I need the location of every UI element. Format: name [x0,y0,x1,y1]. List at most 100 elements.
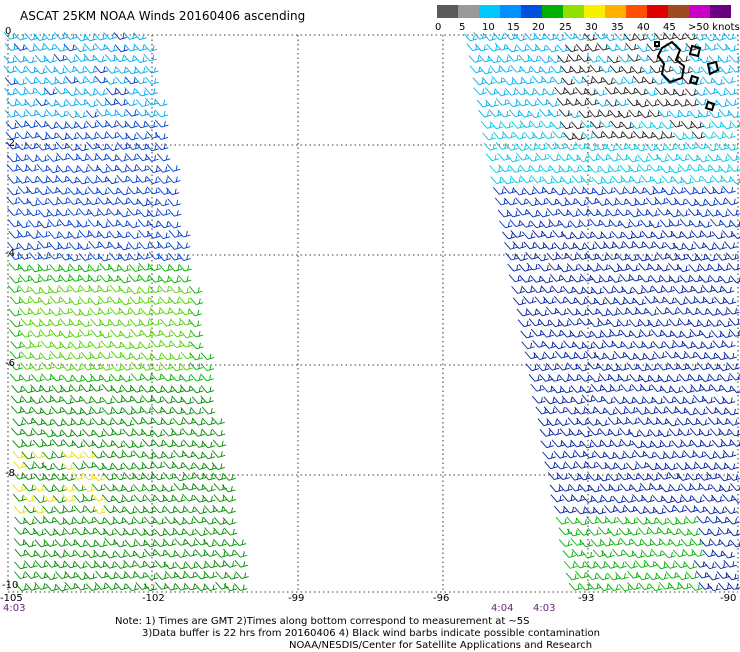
wind-barb [6,154,21,163]
wind-barb [527,54,541,63]
wind-barb [7,176,21,184]
wind-barb [512,241,526,249]
wind-barb [82,516,97,524]
wind-barb [149,307,164,316]
lat-label: -6 [5,358,15,369]
wind-barb [190,373,204,382]
wind-barb [42,451,56,460]
wind-barb [29,319,44,328]
wind-barb [117,275,132,284]
wind-barb [596,418,610,427]
wind-barb [22,483,36,492]
lat-label: -8 [5,468,15,479]
wind-barb [663,340,677,349]
wind-barb [543,87,557,96]
wind-barb [183,549,198,557]
wind-barb [183,570,198,579]
wind-barb [635,99,650,108]
wind-barb [604,143,618,152]
wind-barb [183,528,197,536]
wind-barb [506,99,521,108]
wind-barb [588,165,602,173]
wind-barb [559,428,574,437]
lat-label: -10 [2,580,19,591]
wind-barb [22,494,37,503]
wind-barb [103,32,117,40]
wind-barb [724,462,738,471]
wind-barb [691,495,705,503]
wind-barb [93,560,108,569]
wind-barb [161,451,176,459]
wind-barb [124,98,138,107]
wind-barb [191,417,206,426]
wind-barb [729,176,740,185]
wind-barb [719,219,734,228]
wind-barb [91,417,106,426]
wind-barb [614,462,629,471]
wind-barb [124,86,138,95]
wind-barb [667,527,681,536]
wind-barb [541,131,555,140]
wind-barb [615,571,629,580]
wind-barb [12,450,26,459]
wind-barb [20,439,35,447]
wind-barb [195,561,209,569]
wind-barb [58,306,72,315]
wind-barb [549,165,564,174]
wind-barb [66,175,80,184]
wind-barb [188,319,202,328]
wind-barb [26,154,40,163]
wind-barb [90,406,104,415]
wind-barb [613,560,627,569]
wind-barb [31,450,46,459]
wind-barb [535,152,550,161]
wind-barb [619,537,634,546]
wind-barb [129,318,144,327]
wind-barb [659,538,673,546]
wind-barb [557,208,571,217]
wind-barb [139,363,154,371]
wind-barb [504,32,518,41]
wind-barb [63,65,77,73]
wind-barb [622,240,637,249]
wind-barb [602,241,617,249]
wind-barb [694,141,709,150]
wind-barb [153,528,168,537]
wind-barb [607,417,622,425]
wind-barb [146,165,161,174]
wind-barb [118,253,132,261]
wind-barb [723,351,737,360]
wind-barb [615,252,630,261]
wind-barb [133,550,147,559]
wind-barb [97,207,111,216]
wind-barb [213,538,227,547]
wind-barb [200,395,214,404]
wind-barb [554,461,568,470]
wind-barb [124,570,138,579]
wind-barb [133,571,148,579]
wind-barb [607,583,621,592]
wind-barb [71,451,85,459]
wind-barb [580,385,594,394]
wind-barb [683,187,698,195]
wind-barb [626,263,641,272]
wind-barb [538,318,553,327]
wind-barb [21,428,35,437]
wind-barb [61,429,75,438]
wind-barb [607,473,621,481]
wind-barb [3,31,18,40]
wind-barb [596,572,610,581]
wind-barb [51,438,66,447]
wind-barb [616,208,631,217]
wind-barb [542,296,557,305]
wind-barb [94,539,108,548]
wind-barb [696,307,710,316]
wind-barb [127,207,141,216]
wind-barb [52,462,66,471]
wind-barb [84,75,98,84]
wind-barb [685,141,699,150]
wind-barb [39,286,53,295]
wind-barb [202,516,217,525]
wind-barb [532,395,546,404]
wind-barb [674,516,689,525]
